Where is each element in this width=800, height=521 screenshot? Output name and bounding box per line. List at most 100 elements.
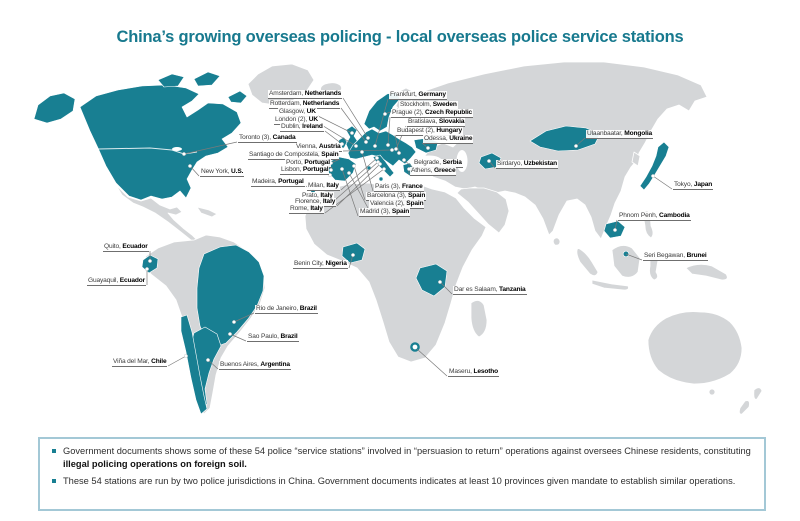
- map-label: Milan, Italy: [307, 181, 340, 191]
- country-label: France: [401, 182, 423, 190]
- leader-line: [229, 333, 247, 342]
- map-label: Madrid (3), Spain: [359, 207, 411, 217]
- country-label: Chile: [151, 357, 167, 365]
- map-label: Guayaquil, Ecuador: [87, 276, 147, 286]
- station-dot: [181, 151, 186, 156]
- country-label: Japan: [693, 180, 713, 188]
- region-arabia: [456, 187, 510, 234]
- leader-line: [394, 134, 400, 154]
- island-cuba: [196, 206, 218, 218]
- city-label: Barcelona (3),: [367, 191, 408, 199]
- leader-line: [652, 175, 673, 190]
- country-label: Spain: [406, 199, 424, 207]
- leader-line: [348, 172, 369, 209]
- city-label: Sirdaryo,: [497, 159, 524, 167]
- city-label: Santiago de Compostela,: [249, 150, 322, 158]
- arctic-island-1: [157, 73, 185, 88]
- leader-line: [207, 359, 219, 370]
- city-label: London (2),: [275, 115, 309, 123]
- bullet-square-icon: [52, 449, 56, 453]
- map-label: Amsterdam, Netherlands: [268, 89, 343, 99]
- page-title: China’s growing overseas policing - loca…: [116, 28, 684, 46]
- city-label: Bratislava,: [408, 117, 439, 125]
- map-label: Frankfurt, Germany: [389, 90, 447, 100]
- note-item: These 54 stations are run by two police …: [51, 475, 753, 488]
- leader-line: [353, 165, 366, 201]
- leader-line: [183, 141, 238, 155]
- country-label: Canada: [272, 133, 296, 141]
- country-label: Germany: [418, 90, 446, 98]
- country-tanzania: [415, 263, 448, 297]
- island-sumatra: [576, 247, 599, 276]
- map-label: Toronto (3), Canada: [238, 133, 297, 143]
- map-label: Buenos Aires, Argentina: [219, 360, 291, 370]
- country-label: UK: [306, 107, 316, 115]
- city-label: Rome,: [290, 204, 311, 212]
- country-label: Netherlands: [304, 89, 342, 97]
- leader-line: [361, 151, 374, 192]
- island-sicily: [378, 176, 384, 182]
- country-alaska-us: [33, 92, 76, 124]
- island-madagascar: [470, 300, 488, 338]
- bullet-square-icon: [52, 479, 56, 484]
- map-label: Rio de Janeiro, Brazil: [255, 304, 318, 314]
- region-mexico-central-america: [115, 184, 199, 242]
- country-label: Austria: [318, 142, 341, 150]
- country-japan: [639, 141, 670, 191]
- map-label: Seri Begawan, Brunei: [643, 251, 708, 261]
- island-new-guinea: [685, 264, 728, 281]
- leader-line: [167, 355, 187, 367]
- map-label: Sao Paulo, Brazil: [247, 332, 299, 342]
- country-label: Brazil: [299, 304, 317, 312]
- country-label: Nigeria: [325, 259, 347, 267]
- leader-line: [319, 123, 357, 147]
- city-label: Rio de Janeiro,: [256, 304, 300, 312]
- city-label: Sao Paulo,: [248, 332, 281, 340]
- station-dot: [352, 163, 357, 168]
- country-label: Ecuador: [122, 242, 148, 250]
- city-label: Stockholm,: [400, 100, 433, 108]
- station-dot: [394, 146, 399, 151]
- station-dot: [487, 158, 492, 163]
- country-label: Ukraine: [449, 134, 473, 142]
- island-tasmania: [708, 388, 716, 396]
- city-label: Florence,: [295, 197, 323, 205]
- map-label: Tokyo, Japan: [673, 180, 714, 190]
- city-label: Prato,: [302, 191, 321, 199]
- country-label: Serbia: [442, 158, 462, 166]
- country-label: Uzbekistan: [523, 159, 558, 167]
- leader-line: [439, 281, 453, 295]
- note-bold-text: illegal policing operations on foreign s…: [63, 459, 247, 470]
- city-label: Quito,: [104, 242, 123, 250]
- city-label: Maseru,: [449, 367, 474, 375]
- city-label: Lisbon,: [281, 165, 303, 173]
- station-dot: [651, 173, 656, 178]
- leader-line: [342, 97, 369, 139]
- country-label: Spain: [391, 207, 410, 215]
- leader-line: [625, 253, 643, 261]
- city-label: Guayaquil,: [88, 276, 120, 284]
- map-label: Athens, Greece: [410, 166, 457, 176]
- country-label: Tanzania: [499, 285, 526, 293]
- station-dot: [227, 332, 232, 337]
- country-label: Italy: [322, 197, 336, 205]
- arctic-island-2: [193, 71, 221, 87]
- note-item: Government documents shows some of these…: [51, 445, 753, 471]
- station-dot: [383, 111, 388, 116]
- note-text: Government documents shows some of these…: [63, 446, 751, 456]
- notes-box: Government documents shows some of these…: [38, 437, 766, 511]
- leader-line: [374, 98, 389, 147]
- country-label: Argentina: [260, 360, 290, 368]
- country-label: Brazil: [280, 332, 298, 340]
- station-dot: [366, 135, 371, 140]
- city-label: Amsterdam,: [269, 89, 305, 97]
- station-dot: [613, 227, 618, 232]
- region-korea: [631, 151, 641, 167]
- city-label: Vienna,: [296, 142, 319, 150]
- map-label: Sirdaryo, Uzbekistan: [496, 159, 559, 169]
- city-label: Milan,: [308, 181, 327, 189]
- country-label: Portugal: [304, 158, 330, 166]
- country-label: UK: [308, 115, 318, 123]
- country-brazil: [196, 244, 265, 348]
